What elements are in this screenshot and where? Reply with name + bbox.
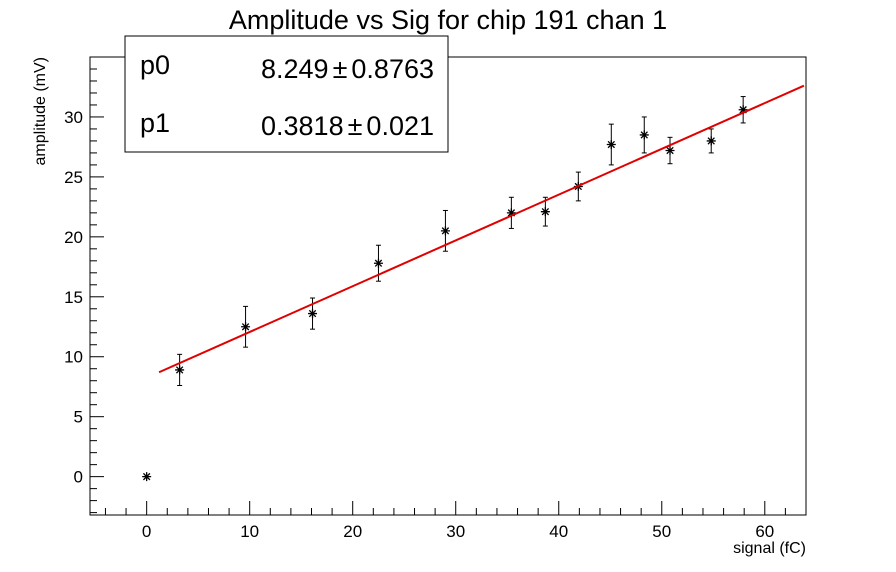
fit-line [158, 84, 805, 374]
data-points [142, 96, 748, 482]
data-marker [175, 365, 185, 375]
y-tick-label: 30 [64, 108, 83, 127]
stat-p0-name: p0 [140, 50, 170, 80]
stat-p0-value-group: 8.249 ±0.8763 [261, 54, 434, 84]
stat-p1-error: 0.021 [366, 111, 434, 141]
data-point [142, 472, 152, 482]
data-marker [606, 140, 616, 150]
data-point [706, 128, 716, 154]
data-marker [142, 472, 152, 482]
data-point [241, 305, 251, 348]
data-point [540, 196, 550, 227]
data-marker [373, 258, 383, 268]
data-marker [665, 146, 675, 156]
x-axis: 0 10 20 30 40 50 60 [104, 501, 807, 541]
chart-title: Amplitude vs Sig for chip 191 chan 1 [229, 5, 667, 35]
x-axis-label: signal (fC) [733, 540, 806, 557]
data-point [738, 96, 748, 124]
y-tick-label: 15 [64, 288, 83, 307]
data-point [639, 116, 649, 154]
x-tick-label: 40 [549, 522, 568, 541]
data-marker [506, 208, 516, 218]
stat-p0-pm: ± [333, 54, 348, 84]
x-tick-label: 0 [142, 522, 151, 541]
x-tick-label: 30 [446, 522, 465, 541]
data-point [606, 123, 616, 166]
y-axis: 0 5 10 15 20 25 30 [64, 56, 104, 514]
data-marker [706, 136, 716, 146]
y-tick-label: 20 [64, 228, 83, 247]
fit-stats-box: p0 8.249 ±0.8763 p1 0.3818 ±0.021 [124, 35, 449, 153]
fit-stats-frame [124, 35, 449, 153]
y-tick-label: 10 [64, 348, 83, 367]
data-marker [241, 322, 251, 332]
x-tick-label: 50 [652, 522, 671, 541]
y-tick-label: 0 [74, 468, 83, 487]
stat-p0-error: 0.8763 [351, 54, 434, 84]
x-tick-label: 20 [343, 522, 362, 541]
stat-p1-name: p1 [140, 108, 170, 138]
stat-p0-value: 8.249 [261, 54, 329, 84]
data-marker [738, 105, 748, 115]
y-tick-label: 25 [64, 168, 83, 187]
data-marker [540, 207, 550, 217]
stat-p1-value: 0.3818 [261, 111, 344, 141]
data-point [175, 353, 185, 387]
x-tick-label: 60 [755, 522, 774, 541]
data-marker [440, 226, 450, 236]
data-point [665, 136, 675, 165]
data-point [506, 196, 516, 229]
data-marker [308, 309, 318, 319]
x-tick-label: 10 [240, 522, 259, 541]
data-marker [639, 130, 649, 140]
stat-p1-pm: ± [348, 111, 363, 141]
stat-p1-value-group: 0.3818 ±0.021 [261, 111, 434, 141]
y-axis-label: amplitude (mV) [32, 57, 49, 165]
y-tick-label: 5 [74, 408, 83, 427]
